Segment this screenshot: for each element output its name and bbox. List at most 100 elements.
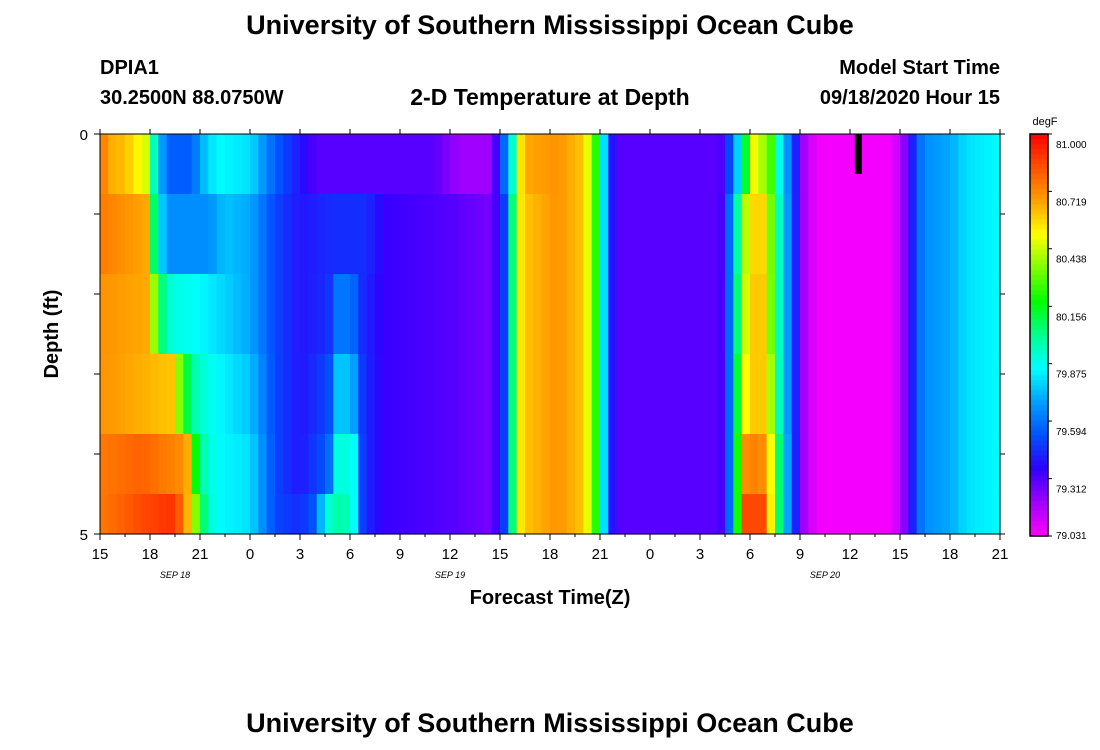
heatmap-cell bbox=[141, 194, 151, 275]
heatmap-cell bbox=[925, 354, 934, 435]
colorbar-segment bbox=[1030, 510, 1048, 517]
heatmap-cell bbox=[550, 434, 559, 495]
colorbar-segment bbox=[1030, 239, 1048, 246]
heatmap-cell bbox=[208, 274, 218, 355]
colorbar-segment bbox=[1030, 189, 1048, 195]
heatmap-cell bbox=[666, 494, 676, 535]
heatmap-cell bbox=[175, 494, 184, 535]
heatmap-cell bbox=[333, 494, 343, 535]
colorbar-segment bbox=[1030, 340, 1048, 346]
heatmap-cell bbox=[383, 194, 393, 275]
heatmap-cell bbox=[633, 194, 643, 275]
heatmap-cell bbox=[275, 274, 284, 355]
heatmap-cell bbox=[608, 134, 618, 195]
heatmap-cell bbox=[783, 494, 793, 535]
heatmap-cell bbox=[166, 194, 176, 275]
heatmap-cell bbox=[916, 194, 926, 275]
heatmap-cell bbox=[433, 434, 443, 495]
colorbar-segment bbox=[1030, 515, 1048, 522]
heatmap-cell bbox=[858, 494, 868, 535]
heatmap-cell bbox=[658, 134, 668, 195]
heatmap-cell bbox=[866, 354, 876, 435]
heatmap-cell bbox=[916, 274, 926, 355]
x-tick-label: 9 bbox=[396, 546, 404, 563]
heatmap-cell bbox=[883, 134, 893, 195]
heatmap-cell bbox=[950, 134, 959, 195]
heatmap-cell bbox=[541, 434, 551, 495]
heatmap-cell bbox=[150, 274, 159, 355]
heatmap-cell bbox=[291, 134, 301, 195]
heatmap-cell bbox=[108, 134, 118, 195]
heatmap-cell bbox=[991, 194, 1001, 275]
colorbar-segment bbox=[1030, 279, 1048, 286]
heatmap-cell bbox=[416, 194, 426, 275]
heatmap-cell bbox=[558, 194, 568, 275]
heatmap-cell bbox=[816, 434, 826, 495]
heatmap-cell bbox=[150, 434, 159, 495]
heatmap-cell bbox=[266, 194, 276, 275]
heatmap-cell bbox=[466, 434, 476, 495]
heatmap-cell bbox=[958, 354, 968, 435]
heatmap-cell bbox=[125, 354, 134, 435]
heatmap-cell bbox=[241, 434, 251, 495]
heatmap-cell bbox=[425, 354, 434, 435]
heatmap-cell bbox=[575, 274, 584, 355]
heatmap-cell bbox=[383, 434, 393, 495]
colorbar-segment bbox=[1030, 430, 1048, 437]
heatmap-cell bbox=[691, 274, 701, 355]
date-label: SEP 19 bbox=[435, 570, 465, 580]
heatmap-cell bbox=[125, 434, 134, 495]
colorbar-segment bbox=[1030, 299, 1048, 306]
colorbar-segment bbox=[1030, 264, 1048, 271]
heatmap-cell bbox=[158, 134, 168, 195]
heatmap-cell bbox=[325, 274, 334, 355]
heatmap-cell bbox=[900, 274, 909, 355]
heatmap-cell bbox=[466, 134, 476, 195]
colorbar-segment bbox=[1030, 475, 1048, 482]
heatmap-cell bbox=[350, 194, 359, 275]
heatmap-cell bbox=[891, 274, 901, 355]
heatmap-cell bbox=[900, 354, 909, 435]
heatmap-cell bbox=[833, 274, 843, 355]
heatmap-cell bbox=[866, 274, 876, 355]
heatmap-cell bbox=[208, 194, 218, 275]
heatmap-cell bbox=[116, 494, 126, 535]
heatmap-cell bbox=[641, 354, 651, 435]
heatmap-cell bbox=[716, 434, 726, 495]
heatmap-cell bbox=[891, 494, 901, 535]
heatmap-cell bbox=[400, 194, 409, 275]
heatmap-cell bbox=[166, 274, 176, 355]
colorbar-segment bbox=[1030, 480, 1048, 487]
colorbar-segment bbox=[1030, 199, 1048, 205]
heatmap-cell bbox=[500, 354, 509, 435]
heatmap-cell bbox=[441, 354, 451, 435]
heatmap-cell bbox=[183, 194, 193, 275]
heatmap-cell bbox=[625, 194, 634, 275]
heatmap-cell bbox=[716, 354, 726, 435]
heatmap-cell bbox=[833, 134, 843, 195]
heatmap-cell bbox=[725, 494, 734, 535]
heatmap-cell bbox=[358, 494, 368, 535]
heatmap-cell bbox=[316, 194, 326, 275]
heatmap-cell bbox=[766, 274, 776, 355]
heatmap-cell bbox=[683, 354, 693, 435]
heatmap-cell bbox=[275, 134, 284, 195]
heatmap-cell bbox=[216, 134, 226, 195]
heatmap-cell bbox=[916, 134, 926, 195]
heatmap-cell bbox=[441, 494, 451, 535]
heatmap-cell bbox=[141, 494, 151, 535]
heatmap-cell bbox=[325, 194, 334, 275]
heatmap-cell bbox=[691, 354, 701, 435]
date-label: SEP 20 bbox=[810, 570, 840, 580]
heatmap-cell bbox=[483, 434, 493, 495]
heatmap-cell bbox=[266, 274, 276, 355]
heatmap-cell bbox=[683, 194, 693, 275]
heatmap-cell bbox=[550, 134, 559, 195]
heatmap-cell bbox=[608, 354, 618, 435]
heatmap-cell bbox=[675, 354, 684, 435]
heatmap-cell bbox=[316, 134, 326, 195]
heatmap-cell bbox=[875, 434, 884, 495]
heatmap-cell bbox=[800, 434, 809, 495]
heatmap-cell bbox=[825, 194, 834, 275]
colorbar-segment bbox=[1030, 365, 1048, 371]
